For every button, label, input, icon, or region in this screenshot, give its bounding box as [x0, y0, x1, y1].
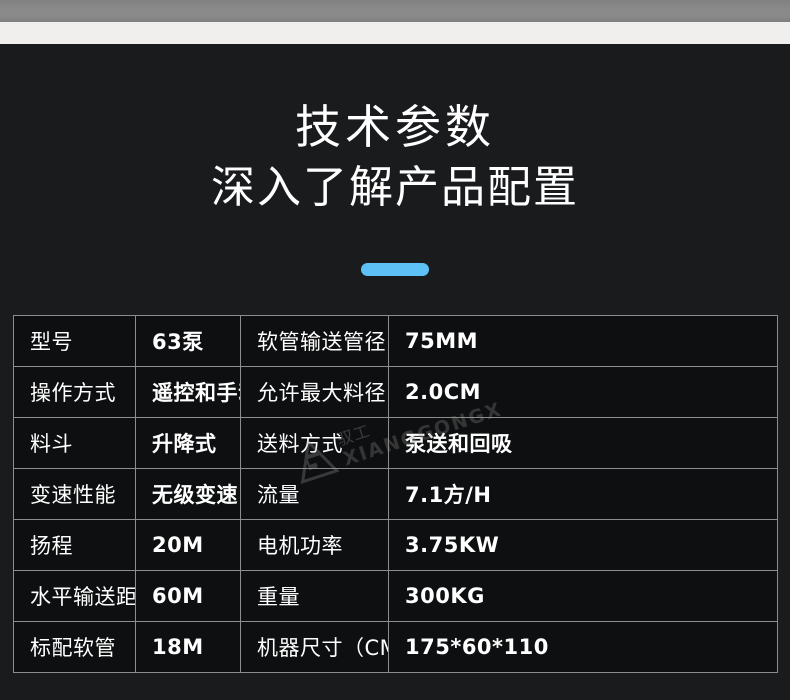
table-row: 料斗 升降式 送料方式 泵送和回吸 — [13, 417, 778, 469]
spec-label: 机器尺寸（CM） — [240, 621, 389, 673]
table-row: 水平输送距离 60M 重量 300KG — [13, 570, 778, 622]
table-row: 操作方式 遥控和手动 允许最大料径 2.0CM — [13, 366, 778, 418]
spec-label: 送料方式 — [240, 417, 389, 469]
spec-value: 60M — [135, 570, 241, 622]
heading-divider — [0, 261, 790, 280]
spec-value: 2.0CM — [388, 366, 778, 418]
spec-value: 升降式 — [135, 417, 241, 469]
spec-value: 无级变速 — [135, 468, 241, 520]
spec-label: 料斗 — [13, 417, 136, 469]
spec-value: 18M — [135, 621, 241, 673]
spec-table: 型号 63泵 软管输送管径 75MM 操作方式 遥控和手动 允许最大料径 2.0… — [13, 315, 778, 673]
spec-label: 型号 — [13, 315, 136, 367]
table-row: 扬程 20M 电机功率 3.75KW — [13, 519, 778, 571]
top-gray-band — [0, 0, 790, 22]
table-row: 型号 63泵 软管输送管径 75MM — [13, 315, 778, 367]
spec-table-body: 型号 63泵 软管输送管径 75MM 操作方式 遥控和手动 允许最大料径 2.0… — [13, 315, 778, 673]
spec-label: 操作方式 — [13, 366, 136, 418]
spec-value: 3.75KW — [388, 519, 778, 571]
spec-label: 重量 — [240, 570, 389, 622]
page-subtitle: 深入了解产品配置 — [211, 162, 579, 213]
spec-label: 水平输送距离 — [13, 570, 136, 622]
spec-label: 电机功率 — [240, 519, 389, 571]
table-row: 变速性能 无级变速 流量 7.1方/H — [13, 468, 778, 520]
section-heading: 技术参数 深入了解产品配置 — [0, 96, 790, 218]
page-title: 技术参数 — [295, 100, 495, 154]
spec-label: 允许最大料径 — [240, 366, 389, 418]
spec-value: 175*60*110 — [388, 621, 778, 673]
top-dark-strip — [0, 44, 790, 52]
spec-value: 300KG — [388, 570, 778, 622]
table-row: 标配软管 18M 机器尺寸（CM） 175*60*110 — [13, 621, 778, 673]
spec-value: 20M — [135, 519, 241, 571]
spec-value: 泵送和回吸 — [388, 417, 778, 469]
spec-label: 扬程 — [13, 519, 136, 571]
spec-value: 遥控和手动 — [135, 366, 241, 418]
spec-label: 软管输送管径 — [240, 315, 389, 367]
divider-pill — [361, 263, 429, 276]
spec-value: 7.1方/H — [388, 468, 778, 520]
spec-label: 标配软管 — [13, 621, 136, 673]
spec-label: 流量 — [240, 468, 389, 520]
spec-value: 75MM — [388, 315, 778, 367]
spec-value: 63泵 — [135, 315, 241, 367]
spec-label: 变速性能 — [13, 468, 136, 520]
top-light-band — [0, 22, 790, 44]
